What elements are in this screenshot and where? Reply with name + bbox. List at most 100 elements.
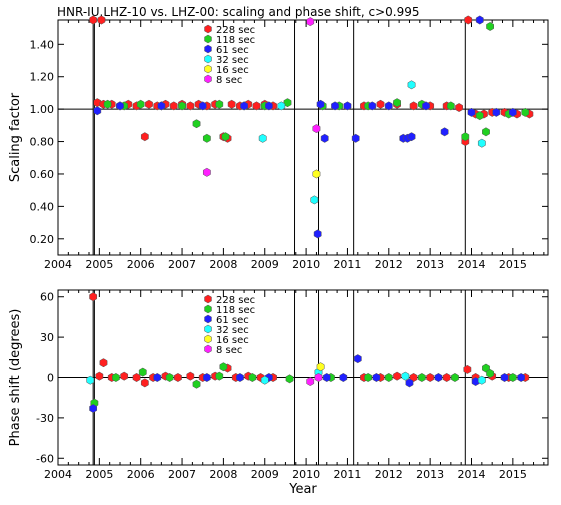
- data-point: [153, 373, 162, 382]
- y-tick-label: 30: [40, 331, 54, 344]
- data-point: [136, 99, 145, 109]
- legend-marker: [204, 344, 212, 354]
- data-point: [464, 15, 473, 25]
- data-point: [265, 101, 273, 111]
- data-point: [103, 99, 112, 109]
- data-point: [312, 124, 321, 134]
- y-tick-label: -30: [36, 412, 54, 425]
- data-point: [477, 375, 486, 385]
- data-point: [116, 101, 124, 111]
- x-axis-label: Year: [288, 482, 317, 497]
- data-point: [89, 292, 98, 302]
- data-point: [140, 132, 149, 142]
- data-point: [500, 373, 509, 382]
- legend-marker: [204, 324, 212, 334]
- x-tick-label: 2012: [375, 258, 403, 271]
- data-point: [417, 373, 426, 382]
- data-point: [508, 107, 517, 117]
- legend-label: 8 sec: [216, 345, 242, 356]
- y-tick-label: 1.00: [30, 103, 55, 116]
- x-tick-label: 2014: [458, 258, 486, 271]
- data-point: [99, 358, 108, 368]
- legend-label: 32 sec: [216, 325, 249, 336]
- y-tick-label: 1.40: [30, 38, 55, 51]
- data-point: [475, 15, 484, 25]
- y-tick-label: 0.20: [30, 233, 55, 246]
- data-point: [157, 101, 166, 111]
- x-tick-label: 2015: [499, 258, 527, 271]
- data-point: [322, 373, 331, 382]
- x-tick-label: 2011: [333, 258, 361, 271]
- data-point: [376, 99, 385, 109]
- y-tick-label: 1.20: [30, 71, 55, 84]
- y-tick-label: 0.60: [30, 168, 55, 181]
- data-point: [492, 107, 501, 117]
- data-point: [368, 101, 377, 111]
- data-point: [260, 375, 269, 385]
- x-tick-label: 2008: [209, 468, 237, 481]
- data-point: [446, 101, 455, 111]
- data-point: [455, 103, 463, 113]
- x-tick-label: 2007: [168, 468, 196, 481]
- data-point: [442, 373, 451, 382]
- data-point: [312, 169, 321, 179]
- data-point: [434, 373, 443, 382]
- data-point: [93, 106, 102, 116]
- x-tick-label: 2014: [458, 468, 486, 481]
- data-point: [426, 373, 435, 382]
- legend-label: 16 sec: [216, 335, 249, 346]
- plot-frame: [57, 19, 549, 256]
- data-point: [145, 99, 153, 109]
- data-point: [451, 373, 459, 382]
- x-tick-label: 2008: [209, 258, 237, 271]
- legend-marker: [204, 314, 212, 324]
- legend-label: 32 sec: [216, 55, 249, 66]
- data-point: [314, 373, 323, 382]
- data-point: [89, 15, 98, 25]
- y-axis-label: Phase shift (degrees): [8, 309, 23, 447]
- series-61-sec: [89, 354, 526, 413]
- x-tick-label: 2009: [251, 258, 279, 271]
- data-point: [132, 373, 141, 382]
- data-point: [353, 354, 362, 364]
- data-point: [178, 101, 186, 111]
- data-point: [372, 373, 381, 382]
- x-tick-label: 2005: [85, 468, 113, 481]
- y-tick-label: 0: [47, 372, 54, 385]
- data-point: [285, 374, 294, 384]
- data-point: [186, 101, 195, 111]
- data-point: [202, 133, 211, 143]
- data-point: [461, 132, 470, 142]
- data-point: [320, 133, 329, 143]
- x-tick-label: 2009: [251, 468, 279, 481]
- data-point: [401, 371, 410, 381]
- data-point: [521, 107, 530, 117]
- data-point: [169, 101, 178, 111]
- legend-marker: [204, 304, 212, 314]
- data-point: [174, 373, 182, 382]
- series-32-sec: [258, 80, 486, 205]
- chart-title: HNR-IU.LHZ-10 vs. LHZ-00: scaling and ph…: [57, 5, 419, 19]
- data-point: [393, 98, 401, 108]
- series-118-sec: [90, 362, 517, 408]
- data-point: [310, 195, 319, 205]
- data-point: [440, 127, 449, 137]
- data-point: [517, 373, 526, 382]
- data-point: [486, 21, 494, 31]
- legend-label: 118 sec: [216, 305, 255, 316]
- data-point: [138, 367, 147, 377]
- legend-marker: [204, 74, 212, 84]
- legend-label: 61 sec: [216, 45, 249, 56]
- data-point: [89, 403, 98, 413]
- y-tick-label: 0.40: [30, 200, 55, 213]
- data-point: [236, 373, 244, 382]
- data-point: [475, 111, 484, 121]
- data-point: [407, 132, 416, 142]
- legend-label: 8 sec: [216, 75, 242, 86]
- y-axis-label: Scaling factor: [8, 92, 23, 182]
- legend-marker: [204, 24, 212, 34]
- data-point: [316, 362, 325, 372]
- data-point: [120, 371, 129, 381]
- data-point: [364, 373, 373, 382]
- x-tick-label: 2007: [168, 258, 196, 271]
